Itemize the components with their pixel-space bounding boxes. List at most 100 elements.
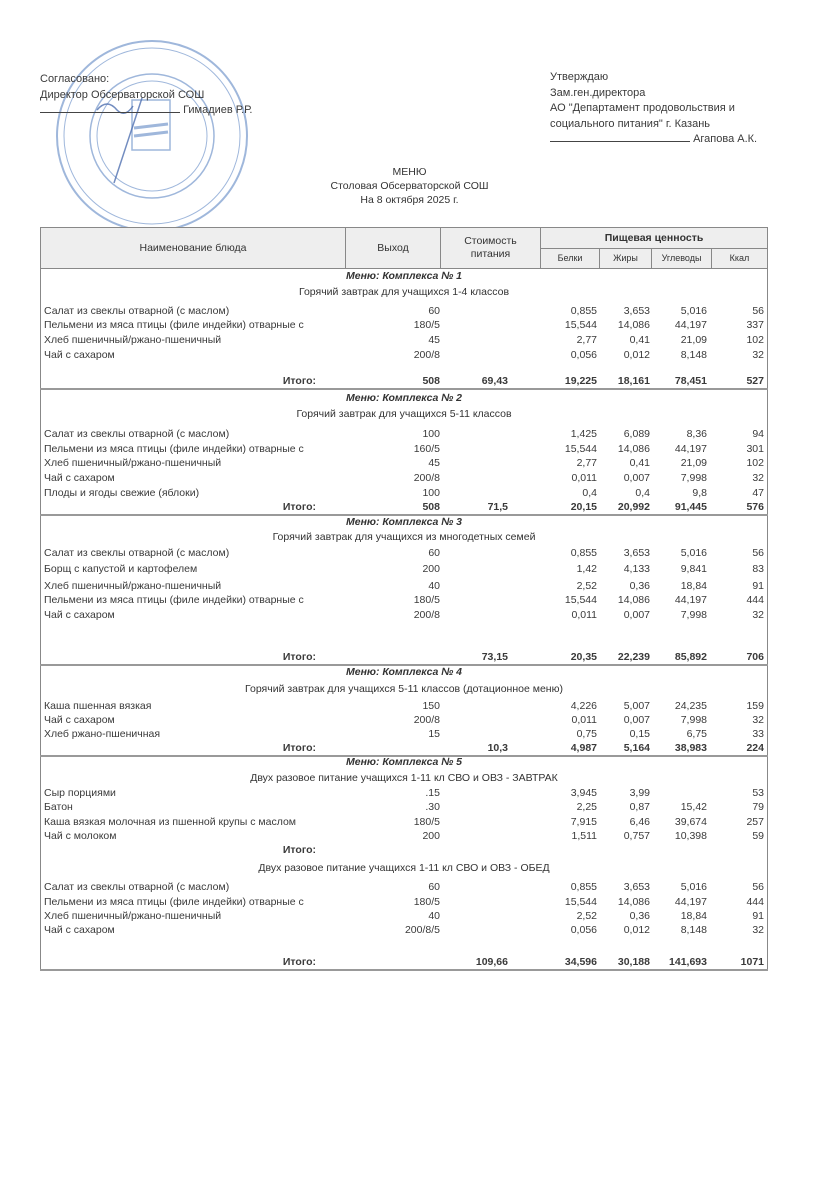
carbs: 21,09 (680, 457, 707, 469)
carbs: 15,42 (680, 801, 707, 813)
section-subtitle: Двух разовое питание учащихся 1-11 кл СВ… (250, 772, 558, 784)
dish-name: Чай с сахаром (44, 472, 115, 484)
kcal: 32 (752, 609, 764, 621)
carbs: 9,841 (680, 563, 707, 575)
dish-name: Каша пшенная вязкая (44, 700, 152, 712)
dish-name: Каша вязкая молочная из пшенной крупы с … (44, 816, 297, 828)
output: 60 (428, 881, 440, 893)
dish-name: Пельмени из мяса птицы (филе индейки) от… (44, 896, 304, 908)
total-fats: 5,164 (623, 742, 650, 754)
proteins: 2,52 (576, 910, 597, 922)
kcal: 32 (752, 924, 764, 936)
fats: 0,007 (623, 609, 650, 621)
total-proteins: 4,987 (570, 742, 597, 754)
doc-date: На 8 октября 2025 г. (360, 194, 459, 206)
kcal: 102 (746, 457, 764, 469)
total-cost: 10,3 (487, 742, 508, 754)
output: 200/8 (413, 472, 440, 484)
total-proteins: 20,15 (570, 501, 597, 513)
fats: 14,086 (617, 594, 650, 606)
divider (599, 248, 600, 268)
total-proteins: 34,596 (564, 956, 597, 968)
output: 200/8/5 (404, 924, 440, 936)
section-title: Меню: Комплекса № 3 (345, 516, 462, 528)
approval-org-city: социального питания" г. Казань (550, 117, 711, 130)
output: 180/5 (413, 319, 440, 331)
kcal: 94 (752, 428, 764, 440)
section-subtitle: Горячий завтрак для учащихся из многодет… (272, 531, 536, 543)
proteins: 0,855 (570, 547, 597, 559)
proteins: 2,77 (576, 334, 597, 346)
kcal: 444 (746, 594, 764, 606)
signer-name: Гимадиев Р.Р. (183, 104, 253, 116)
fats: 0,757 (623, 830, 650, 842)
total-dish-name: Итого: (282, 742, 316, 754)
output: 15 (428, 728, 440, 740)
proteins: 0,011 (571, 472, 598, 484)
subtotal-label: Итого: (282, 844, 316, 856)
section-divider (40, 969, 768, 971)
fats: 5,007 (623, 700, 650, 712)
fats: 3,653 (623, 881, 650, 893)
total-proteins: 20,35 (570, 651, 597, 663)
carbs: 8,36 (686, 428, 707, 440)
col-header-output: Выход (346, 228, 440, 268)
carbs: 44,197 (674, 896, 707, 908)
proteins: 1,425 (570, 428, 597, 440)
total-kcal: 576 (746, 501, 764, 513)
total-fats: 22,239 (617, 651, 650, 663)
approval-position: Зам.ген.директора (550, 86, 646, 99)
proteins: 0,011 (571, 714, 598, 726)
proteins: 2,77 (576, 457, 597, 469)
kcal: 32 (752, 349, 764, 361)
dish-name: Пельмени из мяса птицы (филе индейки) от… (44, 319, 304, 331)
carbs: 8,148 (680, 349, 707, 361)
dish-name: Плоды и ягоды свежие (яблоки) (44, 487, 200, 499)
fats: 0,012 (623, 349, 650, 361)
dish-name: Чай с сахаром (44, 924, 115, 936)
divider (40, 268, 768, 269)
output: 180/5 (413, 896, 440, 908)
section-title: Меню: Комплекса № 2 (345, 392, 462, 404)
divider (345, 227, 346, 268)
divider (540, 248, 767, 249)
proteins: 3,945 (570, 787, 597, 799)
dish-name: Салат из свеклы отварной (с маслом) (44, 305, 230, 317)
signature-line-row: Агапова А.К. (550, 132, 757, 148)
total-dish-name: Итого: (282, 375, 316, 387)
dish-name: Чай с сахаром (44, 349, 115, 361)
carbs: 10,398 (674, 830, 707, 842)
col-header-nutrition: Пищевая ценность (541, 228, 767, 248)
dish-name: Пельмени из мяса птицы (филе индейки) от… (44, 443, 304, 455)
fats: 3,653 (623, 305, 650, 317)
output: 200/8 (413, 609, 440, 621)
kcal: 444 (746, 896, 764, 908)
output: 45 (428, 334, 440, 346)
fats: 0,15 (629, 728, 650, 740)
output: 40 (428, 580, 440, 592)
section-title: Меню: Комплекса № 1 (345, 270, 462, 282)
divider (40, 227, 41, 969)
fats: 0,012 (623, 924, 650, 936)
proteins: 15,544 (564, 319, 597, 331)
total-carbs: 91,445 (674, 501, 707, 513)
divider (40, 227, 768, 228)
col-header-fats: Жиры (600, 249, 651, 268)
kcal: 91 (752, 580, 764, 592)
carbs: 39,674 (674, 816, 707, 828)
section-divider (40, 388, 768, 390)
dish-name: Хлеб пшеничный/ржано-пшеничный (44, 910, 222, 922)
total-output: 508 (422, 375, 440, 387)
proteins: 15,544 (564, 594, 597, 606)
section-subtitle: Горячий завтрак для учащихся 5-11 классо… (245, 683, 563, 695)
total-carbs: 38,983 (674, 742, 707, 754)
fats: 0,007 (623, 472, 650, 484)
proteins: 0,011 (571, 609, 598, 621)
dish-name: Хлеб ржано-пшеничная (44, 728, 161, 740)
signature-line (550, 141, 690, 142)
dish-name: Борщ с капустой и картофелем (44, 563, 198, 575)
carbs: 44,197 (674, 443, 707, 455)
carbs: 8,148 (680, 924, 707, 936)
kcal: 32 (752, 714, 764, 726)
section-divider (40, 514, 768, 516)
